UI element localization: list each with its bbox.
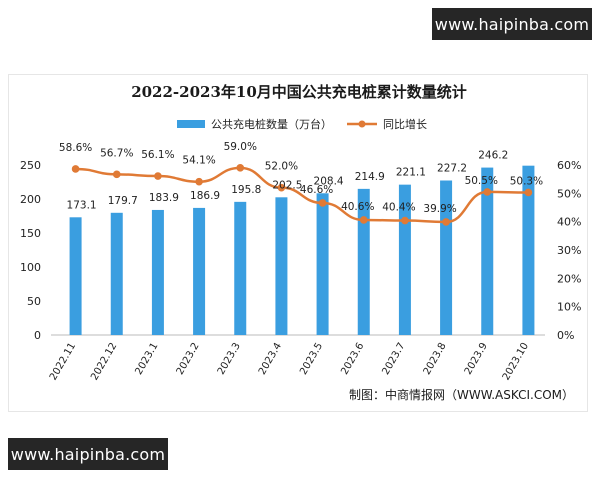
growth-point [277, 183, 286, 192]
growth-value-label: 46.6% [300, 184, 333, 196]
bar-value-label: 195.8 [231, 184, 261, 196]
x-tick-label: 2023.6 [339, 341, 366, 377]
growth-value-label: 40.4% [382, 202, 415, 214]
bar [522, 165, 535, 335]
bar-value-label: 186.9 [190, 190, 220, 202]
chart-title: 2022-2023年10月中国公共充电桩累计数量统计 [131, 83, 467, 101]
source-credit: 制图：中商情报网（WWW.ASKCI.COM） [349, 387, 574, 402]
bar [110, 212, 123, 335]
bar-value-label: 246.2 [478, 150, 508, 162]
bar [234, 201, 247, 335]
x-tick-label: 2023.3 [216, 341, 243, 377]
legend-bar-swatch [177, 120, 205, 128]
x-tick-label: 2023.2 [175, 341, 202, 377]
x-tick-label: 2023.4 [257, 341, 284, 377]
bar-value-label: 208.4 [314, 175, 344, 187]
y2-tick-label: 50% [557, 187, 581, 200]
bar-value-label: 173.1 [67, 199, 97, 211]
x-tick-label: 2022.11 [48, 341, 78, 382]
growth-point [483, 188, 492, 196]
bar-value-label: 227.2 [437, 163, 467, 175]
growth-point [318, 199, 327, 207]
y2-tick-label: 20% [557, 272, 581, 285]
y-tick-label: 250 [20, 159, 41, 172]
bar [316, 193, 329, 335]
y-tick-label: 0 [34, 329, 41, 342]
growth-point [71, 165, 80, 173]
growth-point [401, 216, 409, 225]
bar-value-label: 202.5 [272, 179, 302, 191]
y-tick-label: 200 [20, 193, 41, 206]
growth-value-label: 50.3% [510, 175, 543, 187]
growth-value-label: 59.0% [224, 141, 257, 153]
growth-point [154, 172, 162, 180]
bar-value-label: 183.9 [149, 192, 179, 204]
watermark-banner-bottom: www.haipinba.com [8, 438, 168, 470]
y-tick-label: 50 [27, 295, 41, 308]
x-tick-label: 2022.12 [89, 341, 119, 382]
y2-tick-label: 30% [557, 244, 581, 257]
x-tick-label: 2023.10 [501, 341, 531, 382]
x-tick-label: 2023.5 [298, 341, 325, 377]
x-tick-label: 2023.9 [463, 341, 490, 377]
x-tick-label: 2023.7 [380, 341, 407, 377]
x-tick-label: 2023.8 [422, 341, 449, 377]
bar [440, 180, 453, 335]
bar [69, 217, 82, 335]
y-tick-label: 100 [20, 261, 41, 274]
legend-bar-label: 公共充电桩数量（万台） [211, 117, 332, 131]
y2-tick-label: 0% [557, 329, 574, 342]
bar [357, 188, 370, 335]
growth-value-label: 39.9% [423, 203, 456, 215]
growth-point [359, 216, 368, 224]
y-tick-label: 150 [20, 227, 41, 240]
legend-line-marker [358, 120, 366, 128]
bar [193, 207, 206, 335]
growth-point [442, 218, 450, 226]
bar-value-label: 221.1 [396, 167, 426, 179]
growth-point [524, 188, 533, 197]
growth-value-label: 56.1% [141, 149, 174, 161]
bar [275, 197, 288, 335]
growth-value-label: 54.1% [182, 155, 215, 167]
growth-value-label: 52.0% [265, 161, 298, 173]
growth-point [112, 170, 121, 179]
bar [151, 209, 164, 335]
bar-value-label: 214.9 [355, 171, 385, 183]
growth-value-label: 56.7% [100, 147, 133, 159]
y2-tick-label: 60% [557, 159, 581, 172]
y2-tick-label: 10% [557, 301, 581, 314]
bar-value-label: 179.7 [108, 195, 138, 207]
growth-value-label: 58.6% [59, 142, 92, 154]
growth-value-label: 40.6% [341, 201, 374, 213]
growth-point [195, 177, 203, 186]
watermark-banner-top: www.haipinba.com [432, 8, 592, 40]
legend-line-label: 同比增长 [383, 117, 427, 131]
bar [481, 167, 494, 335]
growth-value-label: 50.5% [465, 175, 498, 187]
y2-tick-label: 40% [557, 216, 581, 229]
growth-point [236, 164, 245, 172]
chart-panel: 2022-2023年10月中国公共充电桩累计数量统计公共充电桩数量（万台） 同比增… [8, 74, 588, 412]
x-tick-label: 2023.1 [133, 341, 160, 377]
